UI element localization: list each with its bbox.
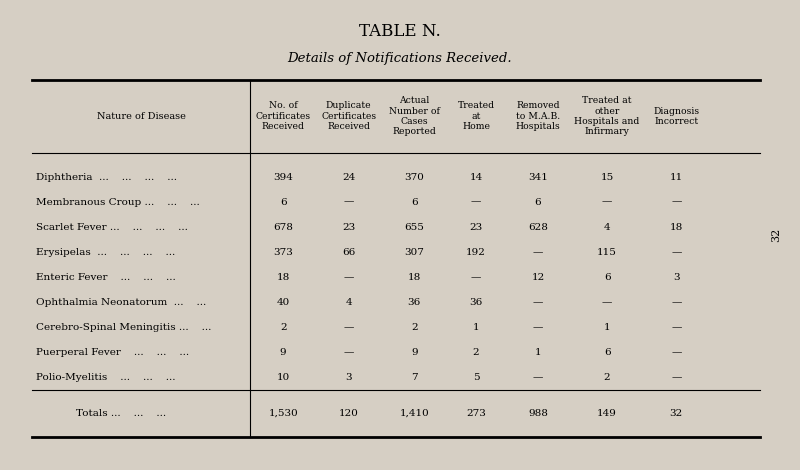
Text: Removed
to M.A.B.
Hospitals: Removed to M.A.B. Hospitals bbox=[515, 102, 560, 131]
Text: 9: 9 bbox=[280, 348, 286, 357]
Text: 6: 6 bbox=[604, 348, 610, 357]
Text: Duplicate
Certificates
Received: Duplicate Certificates Received bbox=[321, 102, 376, 131]
Text: Membranous Croup ...    ...    ...: Membranous Croup ... ... ... bbox=[36, 197, 200, 207]
Text: 5: 5 bbox=[473, 373, 479, 382]
Text: —: — bbox=[671, 373, 682, 382]
Text: 115: 115 bbox=[597, 248, 617, 257]
Text: Diphtheria  ...    ...    ...    ...: Diphtheria ... ... ... ... bbox=[36, 172, 177, 181]
Text: —: — bbox=[602, 298, 612, 307]
Text: 6: 6 bbox=[604, 273, 610, 282]
Text: 2: 2 bbox=[280, 323, 286, 332]
Text: Scarlet Fever ...    ...    ...    ...: Scarlet Fever ... ... ... ... bbox=[36, 223, 188, 232]
Text: 10: 10 bbox=[277, 373, 290, 382]
Text: 11: 11 bbox=[670, 172, 683, 181]
Text: Enteric Fever    ...    ...    ...: Enteric Fever ... ... ... bbox=[36, 273, 176, 282]
Text: 9: 9 bbox=[411, 348, 418, 357]
Text: 23: 23 bbox=[342, 223, 355, 232]
Text: 18: 18 bbox=[670, 223, 683, 232]
Text: 628: 628 bbox=[528, 223, 548, 232]
Text: —: — bbox=[671, 323, 682, 332]
Text: Nature of Disease: Nature of Disease bbox=[97, 112, 186, 121]
Text: 1: 1 bbox=[604, 323, 610, 332]
Text: —: — bbox=[471, 273, 482, 282]
Text: Actual
Number of
Cases
Reported: Actual Number of Cases Reported bbox=[389, 96, 440, 136]
Text: —: — bbox=[343, 323, 354, 332]
Text: 32: 32 bbox=[771, 228, 781, 242]
Text: 36: 36 bbox=[470, 298, 482, 307]
Text: 2: 2 bbox=[411, 323, 418, 332]
Text: 120: 120 bbox=[338, 409, 358, 418]
Text: 18: 18 bbox=[407, 273, 421, 282]
Text: 3: 3 bbox=[673, 273, 679, 282]
Text: 1,530: 1,530 bbox=[268, 409, 298, 418]
Text: 36: 36 bbox=[407, 298, 421, 307]
Text: 15: 15 bbox=[601, 172, 614, 181]
Text: —: — bbox=[343, 273, 354, 282]
Text: —: — bbox=[471, 197, 482, 207]
Text: —: — bbox=[533, 323, 543, 332]
Text: —: — bbox=[533, 373, 543, 382]
Text: 655: 655 bbox=[404, 223, 424, 232]
Text: TABLE N.: TABLE N. bbox=[359, 24, 441, 40]
Text: 394: 394 bbox=[274, 172, 293, 181]
Text: —: — bbox=[671, 197, 682, 207]
Text: Diagnosis
Incorrect: Diagnosis Incorrect bbox=[654, 107, 699, 126]
Text: Puerperal Fever    ...    ...    ...: Puerperal Fever ... ... ... bbox=[36, 348, 189, 357]
Text: Details of Notifications Received.: Details of Notifications Received. bbox=[288, 52, 512, 65]
Text: —: — bbox=[671, 248, 682, 257]
Text: —: — bbox=[533, 248, 543, 257]
Text: 7: 7 bbox=[411, 373, 418, 382]
Text: 370: 370 bbox=[404, 172, 424, 181]
Text: 341: 341 bbox=[528, 172, 548, 181]
Text: —: — bbox=[671, 348, 682, 357]
Text: 24: 24 bbox=[342, 172, 355, 181]
Text: 2: 2 bbox=[604, 373, 610, 382]
Text: —: — bbox=[343, 348, 354, 357]
Text: 14: 14 bbox=[470, 172, 482, 181]
Text: 373: 373 bbox=[274, 248, 293, 257]
Text: —: — bbox=[533, 298, 543, 307]
Text: —: — bbox=[343, 197, 354, 207]
Text: 23: 23 bbox=[470, 223, 482, 232]
Text: Cerebro-Spinal Meningitis ...    ...: Cerebro-Spinal Meningitis ... ... bbox=[36, 323, 211, 332]
Text: 40: 40 bbox=[277, 298, 290, 307]
Text: 12: 12 bbox=[531, 273, 545, 282]
Text: 6: 6 bbox=[534, 197, 542, 207]
Text: 307: 307 bbox=[404, 248, 424, 257]
Text: 273: 273 bbox=[466, 409, 486, 418]
Text: Treated
at
Home: Treated at Home bbox=[458, 102, 494, 131]
Text: —: — bbox=[671, 298, 682, 307]
Text: 1: 1 bbox=[473, 323, 479, 332]
Text: Erysipelas  ...    ...    ...    ...: Erysipelas ... ... ... ... bbox=[36, 248, 175, 257]
Text: 66: 66 bbox=[342, 248, 355, 257]
Text: 1: 1 bbox=[534, 348, 542, 357]
Text: Totals ...    ...    ...: Totals ... ... ... bbox=[76, 409, 166, 418]
Text: Ophthalmia Neonatorum  ...    ...: Ophthalmia Neonatorum ... ... bbox=[36, 298, 206, 307]
Text: 192: 192 bbox=[466, 248, 486, 257]
Text: 3: 3 bbox=[346, 373, 352, 382]
Text: 988: 988 bbox=[528, 409, 548, 418]
Text: —: — bbox=[602, 197, 612, 207]
Text: 4: 4 bbox=[604, 223, 610, 232]
Text: No. of
Certificates
Received: No. of Certificates Received bbox=[255, 102, 310, 131]
Text: 32: 32 bbox=[670, 409, 683, 418]
Text: 18: 18 bbox=[277, 273, 290, 282]
Text: 4: 4 bbox=[346, 298, 352, 307]
Text: 6: 6 bbox=[411, 197, 418, 207]
Text: 678: 678 bbox=[274, 223, 293, 232]
Text: Treated at
other
Hospitals and
Infirmary: Treated at other Hospitals and Infirmary bbox=[574, 96, 640, 136]
Text: Polio-Myelitis    ...    ...    ...: Polio-Myelitis ... ... ... bbox=[36, 373, 175, 382]
Text: 6: 6 bbox=[280, 197, 286, 207]
Text: 149: 149 bbox=[597, 409, 617, 418]
Text: 1,410: 1,410 bbox=[399, 409, 429, 418]
Text: 2: 2 bbox=[473, 348, 479, 357]
